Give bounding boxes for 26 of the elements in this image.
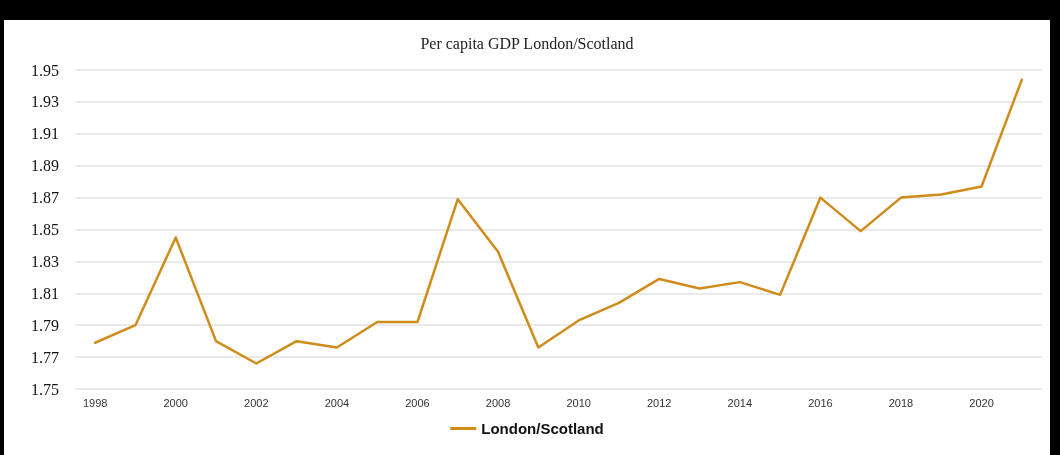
y-tick-label: 1.83	[31, 252, 59, 270]
x-tick-label: 2000	[163, 396, 188, 409]
y-tick-label: 1.89	[31, 157, 59, 175]
y-tick-label: 1.85	[31, 221, 59, 238]
x-tick-label: 2012	[646, 396, 672, 409]
y-tick-label: 1.77	[31, 348, 59, 366]
x-tick-label: 2020	[969, 396, 994, 409]
x-tick-label: 2002	[244, 396, 269, 409]
y-tick-label: 1.91	[31, 125, 59, 143]
y-tick-label: 1.95	[31, 61, 59, 79]
line-series	[93, 78, 1024, 365]
x-tick-label: 2016	[808, 396, 833, 409]
y-tick-label: 1.75	[31, 380, 59, 398]
chart-title: Per capita GDP London/Scotland	[420, 34, 634, 53]
x-tick-label: 2006	[405, 396, 430, 409]
legend-label: London/Scotland	[481, 420, 604, 437]
x-tick-label: 2018	[888, 396, 914, 409]
x-tick-label: 1998	[82, 396, 108, 409]
x-tick-label: 2010	[566, 396, 591, 409]
y-tick-label: 1.93	[31, 93, 59, 111]
y-tick-label: 1.87	[31, 189, 59, 207]
x-tick-label: 2014	[727, 396, 753, 409]
y-tick-label: 1.79	[31, 316, 59, 334]
x-tick-label: 2004	[324, 396, 350, 409]
y-tick-label: 1.81	[31, 284, 59, 302]
x-tick-label: 2008	[485, 396, 511, 409]
